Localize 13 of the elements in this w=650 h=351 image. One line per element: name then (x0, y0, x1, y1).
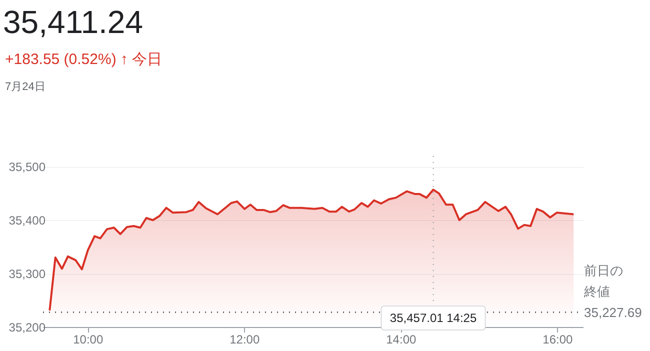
y-tick-label: 35,300 (8, 267, 46, 282)
x-tick-label: 14:00 (386, 332, 416, 346)
text: 7月24日 (5, 81, 46, 93)
annotation: 35,457.01 14:25 (390, 311, 477, 325)
x-tick-label: 12:00 (230, 332, 260, 346)
y-tick-label: 35,200 (8, 320, 46, 334)
y-tick-label: 35,500 (8, 160, 46, 174)
x-tick-label: 16:00 (542, 332, 574, 346)
y-tick-label: 35,400 (8, 214, 46, 228)
x-tick-label: 10:00 (73, 332, 104, 346)
chart-subtitle: +183.55 (0.52%) ↑ 今日 (5, 51, 162, 68)
chart-title: 35,411.24 (3, 4, 143, 40)
ref-line-label: 前日の終値 35,227.69 (583, 263, 642, 320)
